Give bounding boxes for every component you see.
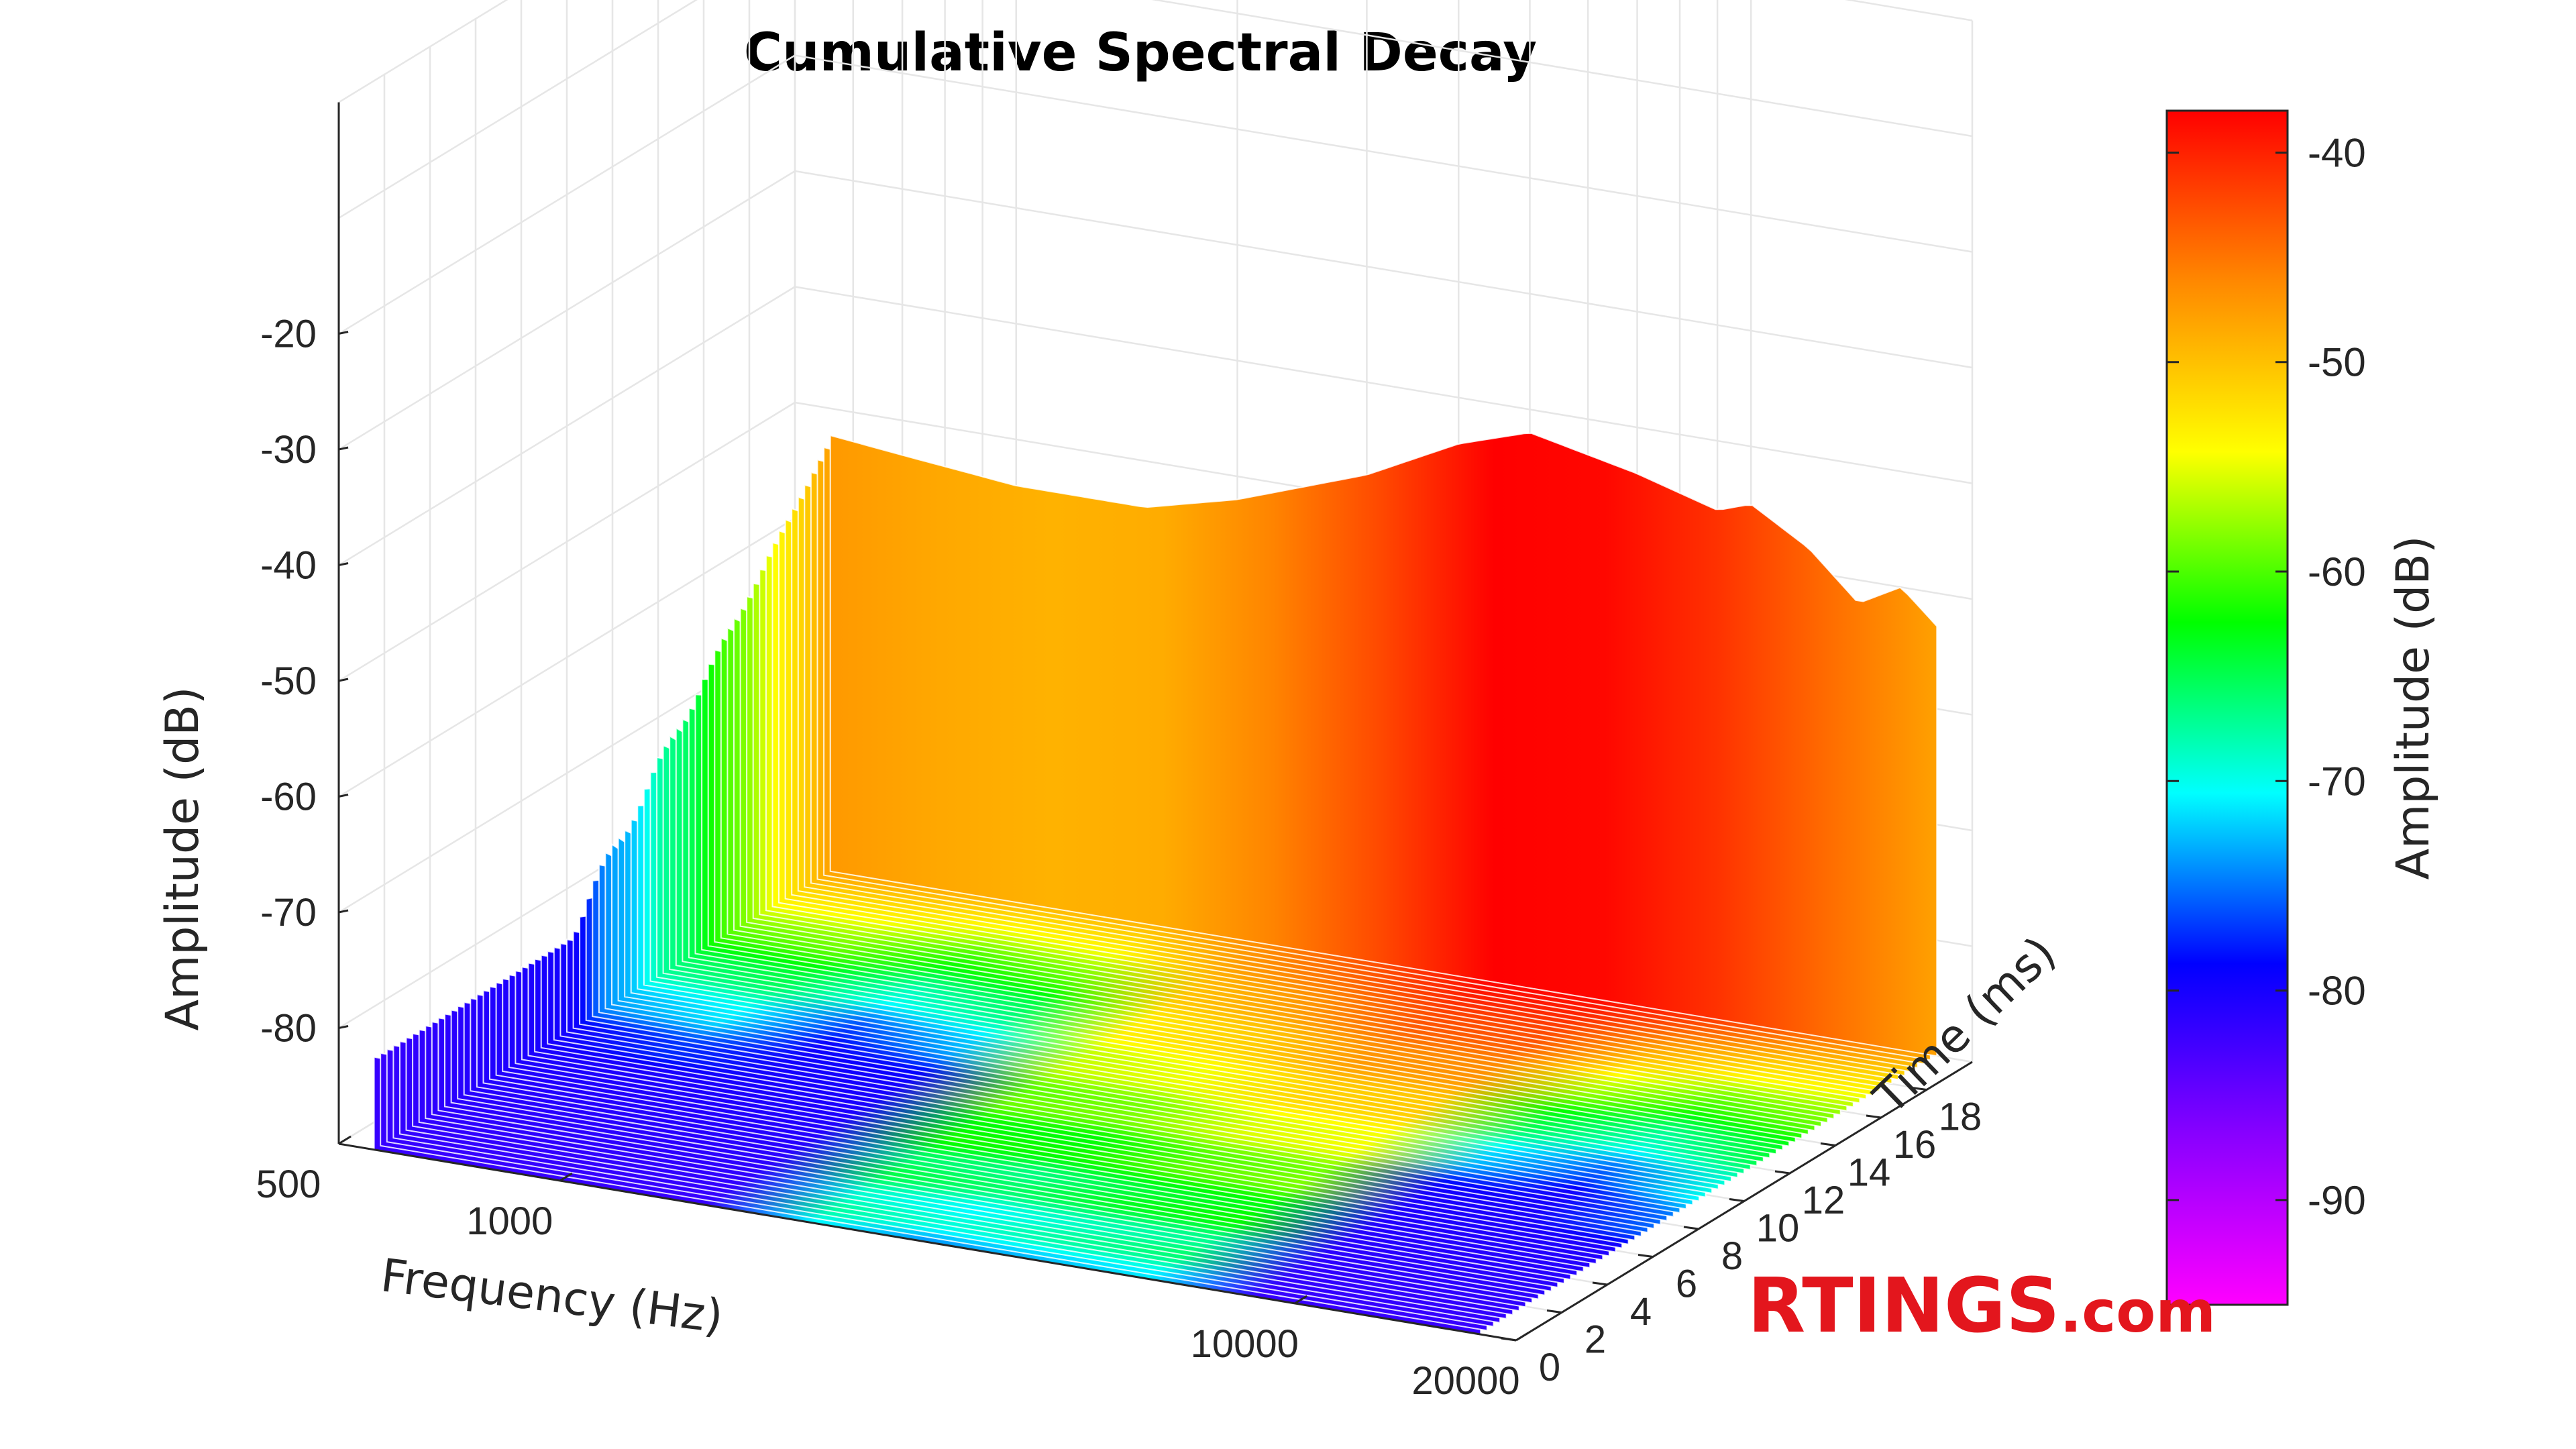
time-tick-label: 4	[1630, 1290, 1652, 1334]
logo-suffix: .com	[2060, 1279, 2216, 1346]
frequency-tick-mark	[338, 1135, 352, 1145]
grid-line-back-wall-level	[1844, 0, 1973, 21]
time-tick-mark	[1866, 1114, 1882, 1119]
time-tick-label: 8	[1721, 1234, 1743, 1278]
chart-title: Cumulative Spectral Decay	[744, 23, 1537, 83]
grid-line-side-wall-level	[338, 54, 796, 335]
time-tick-mark	[1638, 1254, 1654, 1258]
amplitude-tick-label: -60	[260, 775, 317, 819]
time-tick-label: 2	[1585, 1318, 1606, 1362]
time-tick-mark	[1546, 1309, 1562, 1313]
amplitude-tick-label: -20	[260, 313, 317, 356]
x-axis-label: Frequency (Hz)	[378, 1249, 726, 1344]
grid-line-back-wall-level	[794, 286, 1973, 484]
grid-line-side-wall-level	[338, 0, 698, 219]
amplitude-tick-label: -50	[260, 659, 317, 703]
amplitude-tick-label: -70	[260, 891, 317, 934]
colorbar-tick-label: -70	[2308, 759, 2366, 804]
colorbar-gradient	[2165, 109, 2289, 1306]
time-tick-mark	[1911, 1087, 1927, 1091]
frequency-tick-mark	[559, 1172, 573, 1182]
amplitude-axis-ticks: -20 -30 -40 -50 -60 -70 -80	[260, 313, 349, 1051]
colorbar: -40 -50 -60 -70 -80 -90 Amplitude (dB)	[2165, 109, 2440, 1306]
z-axis-label: Amplitude (dB)	[156, 687, 209, 1031]
amplitude-tick-mark	[338, 1025, 349, 1029]
colorbar-tick-label: -60	[2308, 549, 2366, 594]
time-tick-label: 18	[1939, 1095, 1982, 1139]
grid-line-side-wall-level	[338, 517, 796, 798]
grid-line-back-wall-level	[1151, 0, 1973, 138]
grid-line-side-wall-level	[338, 170, 796, 451]
time-tick-label: 6	[1676, 1263, 1697, 1306]
decay-slice	[829, 432, 1938, 1057]
logo-main: RTINGS	[1748, 1263, 2060, 1350]
grid-line-side-wall-level	[338, 401, 796, 682]
grid-line-back-wall-level	[794, 54, 1973, 253]
amplitude-tick-label: -80	[260, 1007, 317, 1051]
grid-line-side-wall-level	[338, 0, 508, 103]
time-tick-label: 12	[1802, 1179, 1845, 1222]
grid-line-side-wall-level	[338, 286, 796, 566]
time-tick-label: 0	[1539, 1346, 1560, 1389]
grid-line-back-wall-level	[794, 170, 1973, 369]
time-tick-mark	[1683, 1226, 1699, 1230]
frequency-tick-label: 500	[256, 1163, 321, 1206]
time-tick-label: 10	[1756, 1207, 1800, 1250]
frequency-tick-label: 10000	[1191, 1322, 1299, 1366]
amplitude-tick-mark	[338, 562, 349, 566]
colorbar-ticks: -40 -50 -60 -70 -80 -90	[2167, 130, 2366, 1223]
frequency-tick-mark	[1515, 1332, 1529, 1342]
colorbar-tick-label: -50	[2308, 340, 2366, 385]
colorbar-tick-label: -90	[2308, 1178, 2366, 1223]
time-tick-label: 16	[1893, 1123, 1937, 1167]
time-tick-mark	[1729, 1198, 1745, 1202]
frequency-axis-line	[338, 1142, 1517, 1342]
amplitude-tick-mark	[338, 909, 349, 914]
time-tick-mark	[1592, 1281, 1608, 1286]
time-tick-mark	[1774, 1170, 1790, 1175]
amplitude-tick-label: -30	[260, 428, 317, 472]
colorbar-tick-label: -80	[2308, 969, 2366, 1014]
frequency-tick-mark	[1294, 1295, 1308, 1305]
amplitude-tick-mark	[338, 331, 349, 335]
amplitude-tick-mark	[338, 678, 349, 682]
rtings-logo: RTINGS.com	[1748, 1263, 2216, 1350]
time-tick-label: 14	[1847, 1151, 1891, 1195]
frequency-tick-label: 1000	[466, 1199, 553, 1243]
time-tick-mark	[1501, 1337, 1517, 1342]
amplitude-tick-mark	[338, 794, 349, 798]
frequency-axis-ticks: 500 1000 10000 20000	[256, 1135, 1529, 1403]
amplitude-tick-label: -40	[260, 544, 317, 588]
amplitude-tick-mark	[338, 446, 349, 451]
colorbar-tick-label: -40	[2308, 130, 2366, 175]
colorbar-label: Amplitude (dB)	[2387, 536, 2440, 880]
time-tick-mark	[1820, 1142, 1836, 1146]
decay-surface	[373, 432, 1938, 1336]
frequency-tick-label: 20000	[1411, 1359, 1519, 1403]
